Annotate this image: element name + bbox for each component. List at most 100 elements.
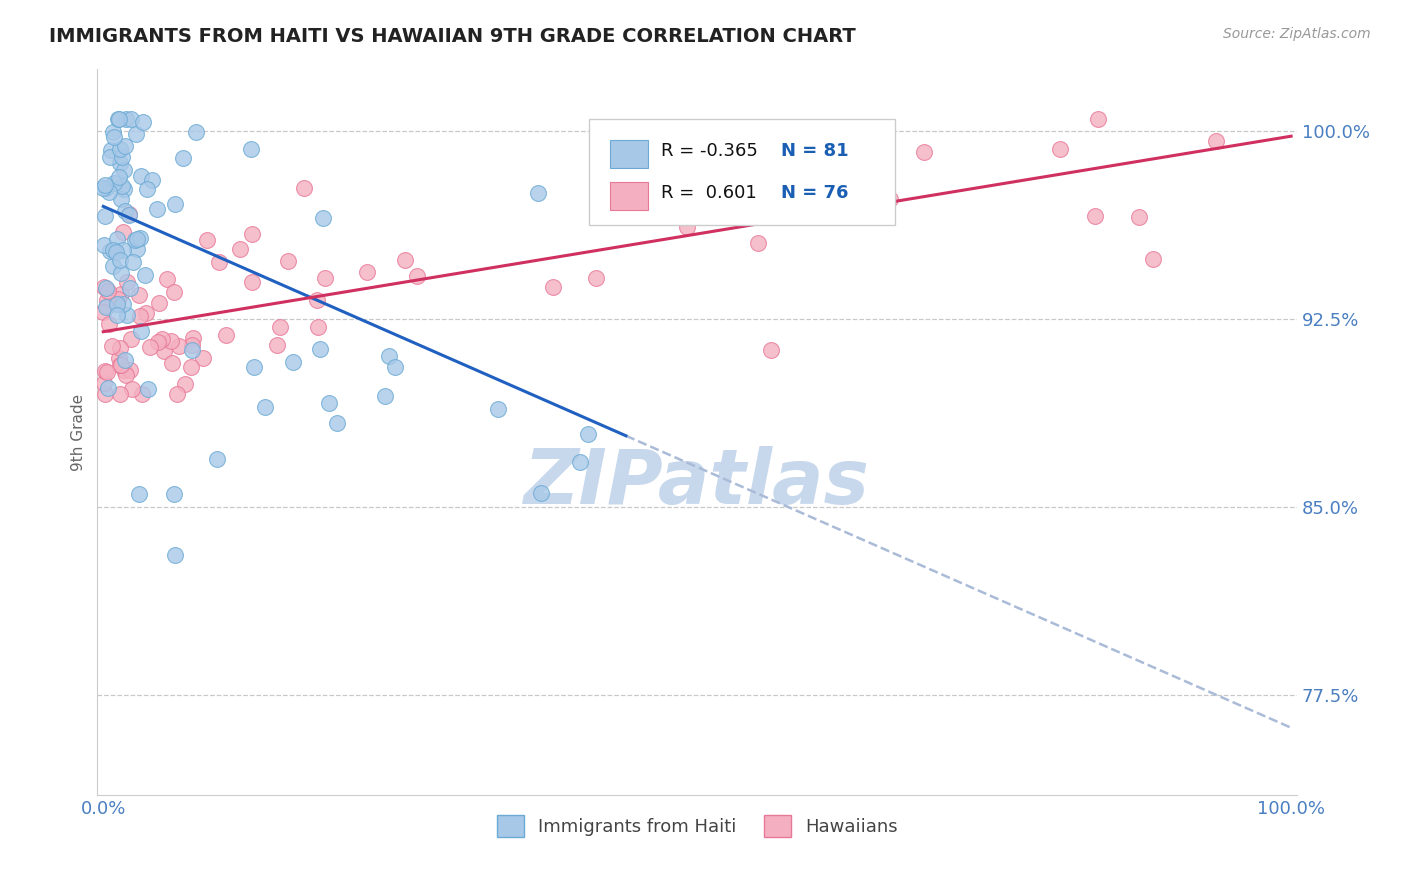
Point (97, 284, 120, 298)
Point (96, 299, 118, 313)
Point (105, 232, 128, 246)
Point (569, 455, 592, 469)
Point (160, 334, 183, 349)
Point (131, 387, 153, 401)
Point (879, 192, 901, 206)
Point (100, 143, 122, 157)
Point (115, 308, 138, 322)
Point (676, 220, 699, 235)
Point (94, 209, 117, 223)
Point (1142, 252, 1164, 267)
Point (576, 427, 599, 442)
Point (160, 356, 183, 370)
Point (107, 112, 129, 126)
Point (96, 381, 118, 395)
Point (114, 204, 136, 219)
Point (101, 243, 124, 257)
Point (181, 338, 204, 352)
Point (541, 279, 564, 293)
Point (108, 252, 131, 267)
Legend: Immigrants from Haiti, Hawaiians: Immigrants from Haiti, Hawaiians (489, 808, 905, 845)
Point (108, 387, 131, 401)
Point (685, 205, 707, 219)
Point (180, 360, 202, 375)
Point (283, 355, 305, 369)
Point (118, 363, 141, 377)
Point (122, 255, 145, 269)
Point (110, 192, 132, 206)
Point (103, 176, 125, 190)
Point (139, 340, 162, 354)
Point (98, 186, 121, 200)
Point (530, 485, 553, 500)
Point (110, 151, 132, 165)
Point (277, 254, 299, 268)
Point (124, 233, 146, 247)
Point (115, 112, 138, 126)
Point (108, 358, 131, 372)
Point (96, 293, 118, 307)
Point (110, 156, 132, 170)
Point (96, 280, 118, 294)
Point (163, 285, 186, 300)
Point (240, 227, 263, 241)
Point (94, 300, 117, 314)
Point (112, 297, 135, 311)
Point (96, 365, 118, 379)
Point (107, 292, 129, 306)
Point (112, 162, 135, 177)
Point (114, 353, 136, 368)
Point (98, 317, 121, 331)
Point (98, 150, 121, 164)
Point (131, 169, 153, 183)
Point (141, 173, 163, 187)
Point (374, 389, 396, 403)
Point (163, 548, 186, 562)
Point (318, 396, 340, 410)
Point (110, 358, 132, 372)
Point (384, 360, 406, 375)
Point (115, 275, 138, 289)
Point (129, 324, 152, 338)
Point (110, 266, 132, 280)
Point (148, 334, 170, 349)
Point (240, 142, 263, 156)
Point (105, 244, 128, 259)
Point (121, 382, 143, 396)
Point (125, 127, 148, 141)
Point (356, 265, 378, 279)
Point (125, 243, 148, 257)
Point (242, 360, 264, 375)
Point (1087, 112, 1109, 126)
Point (148, 295, 170, 310)
Point (129, 231, 152, 245)
Point (195, 233, 218, 247)
Bar (610, 182, 648, 210)
Point (173, 376, 195, 391)
Point (163, 196, 186, 211)
Point (1128, 211, 1150, 225)
Point (486, 402, 509, 417)
Point (115, 368, 138, 382)
Point (153, 343, 176, 358)
Point (1084, 209, 1107, 223)
Point (307, 319, 329, 334)
Point (326, 416, 349, 430)
Point (146, 202, 169, 217)
Point (117, 208, 139, 222)
Point (136, 382, 159, 396)
Point (759, 343, 782, 357)
Point (108, 341, 131, 355)
Point (128, 309, 150, 323)
Point (378, 349, 401, 363)
Text: R =  0.601: R = 0.601 (661, 184, 756, 202)
Point (181, 343, 204, 357)
Point (127, 232, 149, 246)
Point (314, 270, 336, 285)
Point (120, 112, 142, 126)
Point (169, 339, 191, 353)
Point (184, 125, 207, 139)
Point (128, 287, 150, 301)
Point (394, 252, 416, 267)
Point (120, 332, 142, 346)
